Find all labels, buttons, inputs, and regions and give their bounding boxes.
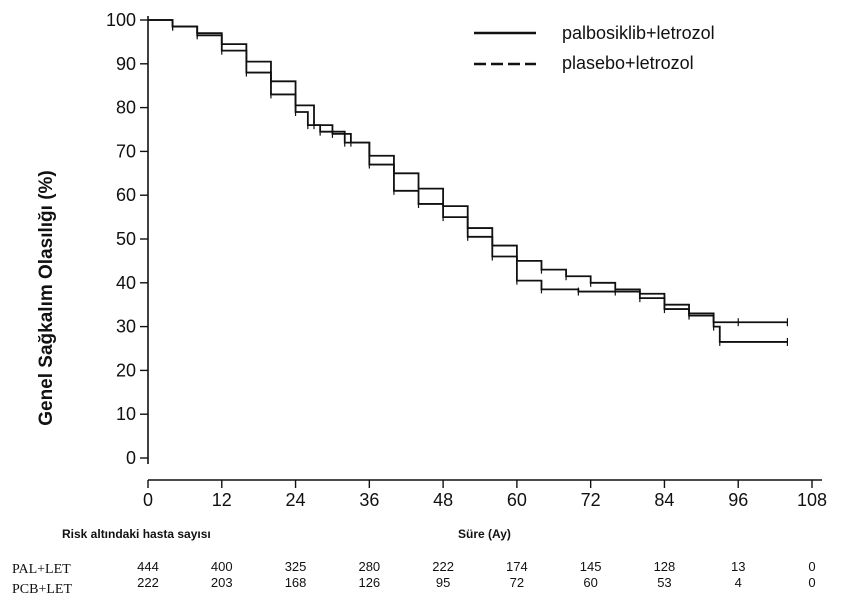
risk-cell: 444 [137,559,159,574]
risk-cell: 222 [432,559,454,574]
y-tick-label: 80 [116,98,136,118]
x-tick-label: 72 [581,490,601,510]
x-tick-label: 12 [212,490,232,510]
y-tick-label: 70 [116,141,136,161]
legend: palbosiklib+letrozol plasebo+letrozol [474,23,715,73]
x-tick-label: 0 [143,490,153,510]
x-tick-label: 36 [359,490,379,510]
y-tick-label: 20 [116,360,136,380]
y-axis: 0 10 20 30 40 50 60 70 80 90 100 [106,10,149,468]
risk-cell: 168 [284,575,307,590]
x-tick-label: 24 [286,490,306,510]
risk-cell: 280 [358,559,381,574]
x-tick-label: 96 [728,490,748,510]
legend-label-pal: palbosiklib+letrozol [562,23,715,43]
y-axis-title: Genel Sağkalım Olasılığı (%) [36,170,57,426]
risk-cell: 72 [509,575,525,590]
risk-cell: 0 [808,559,816,574]
x-tick-label: 84 [654,490,674,510]
risk-cell: 128 [653,559,676,574]
risk-cell: 53 [657,575,672,590]
risk-cell: 60 [583,575,598,590]
y-tick-label: 40 [116,273,136,293]
risk-cell: 174 [506,559,528,574]
x-axis: 0 12 24 36 48 60 72 84 96 108 [143,479,827,510]
y-tick-label: 90 [116,54,136,74]
risk-cell: 325 [284,559,307,574]
series-lines [148,19,789,346]
y-tick-label: 60 [116,185,136,205]
x-tick-label: 48 [433,490,453,510]
risk-cell: 95 [435,575,451,590]
risk-cell: 203 [210,575,233,590]
risk-cell: 145 [579,559,602,574]
risk-row-label: PAL+LET [12,562,71,577]
x-axis-title: Süre (Ay) [458,527,511,541]
risk-cell: 4 [734,575,742,590]
y-tick-label: 30 [116,317,136,337]
y-tick-label: 10 [116,404,136,424]
risk-cell: 222 [137,575,159,590]
y-tick-label: 100 [106,10,136,30]
risk-cell: 400 [210,559,233,574]
risk-cell: 126 [358,575,381,590]
y-tick-label: 50 [116,229,136,249]
x-tick-label: 60 [507,490,527,510]
risk-row-label: PCB+LET [12,582,73,597]
risk-cell: 0 [808,575,816,590]
risk-cell: 13 [730,559,746,574]
risk-table-title: Risk altındaki hasta sayısı [62,527,211,541]
y-tick-label: 0 [126,448,136,468]
legend-label-pcb: plasebo+letrozol [562,53,694,73]
x-tick-label: 108 [797,490,827,510]
